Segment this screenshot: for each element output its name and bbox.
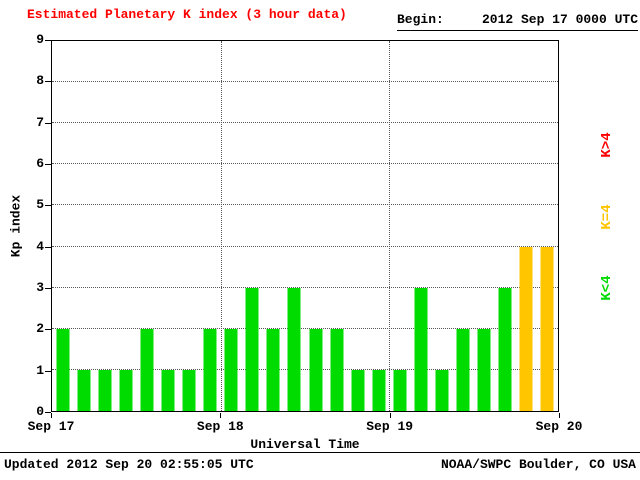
y-tick-label: 0 [36,404,44,419]
footer-divider [0,452,640,453]
gridline-horizontal [52,163,558,165]
kp-bar [498,287,512,411]
begin-value: 2012 Sep 17 0000 UTC [481,12,638,27]
kp-bar [119,369,133,411]
y-tick-mark [45,205,51,207]
legend-k-lt-4: K<4 [599,275,615,301]
y-tick-mark [45,164,51,165]
kp-bar [245,287,259,411]
kp-bar [393,369,407,411]
y-tick-mark [45,40,51,41]
y-tick-mark [45,329,51,331]
gridline-horizontal [52,368,558,370]
kp-bar [266,328,280,411]
plot-area [51,40,559,412]
x-tick-mark [559,413,560,418]
gridline-horizontal [52,327,558,329]
x-tick-label: Sep 20 [535,419,583,434]
kp-bar [414,287,428,411]
kp-bar [477,328,491,411]
y-tick-label: 6 [36,156,44,171]
gridline-horizontal [52,286,558,288]
begin-label: Begin: [397,12,444,27]
y-tick-label: 2 [36,321,44,337]
x-tick-mark [51,413,52,418]
y-tick-label: 5 [36,197,44,213]
kp-bar [456,328,470,411]
y-tick-label: 7 [36,114,44,130]
gridline-horizontal [52,245,558,247]
x-tick-mark [220,413,222,418]
gridline-vertical [220,41,222,411]
y-tick-label: 8 [36,73,44,89]
legend-k-eq-4: K=4 [599,204,615,230]
y-tick-mark [45,122,51,124]
legend-k-gt-4: K>4 [599,132,615,158]
x-axis-title: Universal Time [250,437,360,452]
updated-timestamp: Updated 2012 Sep 20 02:55:05 UTC [4,457,254,472]
x-tick-label: Sep 19 [366,419,414,434]
kp-bar [309,328,323,411]
x-tick-mark [389,413,391,418]
y-tick-mark [45,246,51,248]
y-tick-label: 3 [36,280,44,295]
credit: NOAA/SWPC Boulder, CO USA [440,457,636,472]
kp-bar [351,369,365,411]
kp-bar [519,246,533,411]
kp-bar [161,369,175,411]
kp-bar [140,328,154,411]
y-tick-mark [45,370,51,372]
kp-bar [287,287,301,411]
kp-bar [435,369,449,411]
gridline-horizontal [52,81,558,83]
y-tick-label: 1 [36,362,44,378]
gridline-vertical [389,41,391,411]
chart-title: Estimated Planetary K index (3 hour data… [27,7,347,22]
kp-bar [56,328,70,411]
kp-bar [330,328,344,411]
y-tick-label: 4 [36,238,44,254]
kp-bar [182,369,196,411]
gridline-horizontal [52,122,558,124]
kp-bar [98,369,112,411]
kp-bar [203,328,217,411]
y-tick-mark [45,81,51,83]
x-tick-label: Sep 17 [27,419,75,434]
begin-time: Begin: 2012 Sep 17 0000 UTC [397,12,638,31]
kp-bar [77,369,91,411]
y-tick-mark [45,412,51,413]
kp-bar [372,369,386,411]
x-tick-label: Sep 18 [196,419,244,434]
kp-bar [224,328,238,411]
kp-bar [540,246,554,411]
y-tick-mark [45,288,51,289]
y-tick-label: 9 [36,32,44,47]
gridline-horizontal [52,204,558,206]
